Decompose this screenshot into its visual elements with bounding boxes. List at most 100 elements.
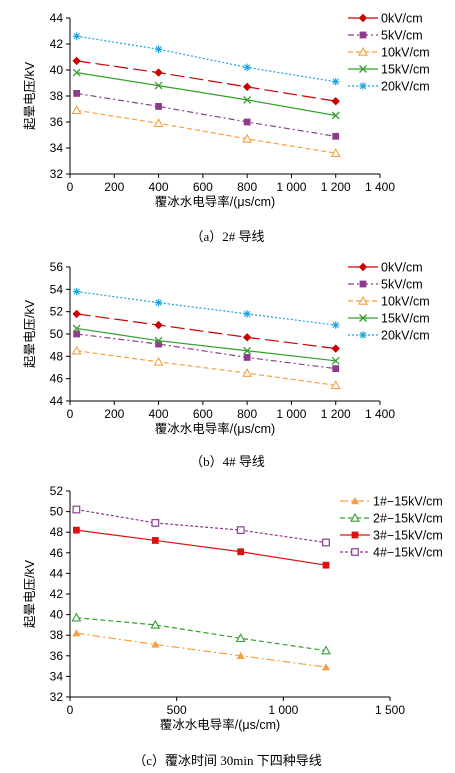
chart-b-x-axis-title: 覆冰水电导率/(μs/cm) — [155, 421, 275, 436]
chart-a-series-3-point — [72, 68, 81, 77]
chart-b-legend-marker-2 — [358, 295, 368, 305]
chart-a-series-0-point — [242, 82, 252, 92]
chart-a-legend-marker-2 — [358, 46, 368, 56]
chart-c-svg: 32 34 36 38 40 42 44 46 48 50 52 0 500 1 000 1 500 覆冰水电… — [23, 484, 443, 732]
chart-c-series-1-line — [76, 617, 327, 652]
chart-a-series-2-point — [242, 133, 253, 143]
chart-b-y-tick-label: 46 — [50, 372, 64, 386]
chart-a-series-1-line — [76, 92, 336, 137]
chart-b-legend: 0kV/cm 5kV/cm 10kV/cm 15kV/cm 20kV/cm — [348, 261, 430, 343]
chart-a-series-1 — [73, 90, 340, 140]
chart-a-series-4-point — [243, 63, 251, 72]
chart-b-x-tick-label: 1 000 — [276, 407, 306, 421]
chart-c-series-0-point — [151, 640, 160, 648]
chart-a-legend-label-1: 5kV/cm — [381, 29, 423, 43]
chart-b-legend-marker-4 — [359, 331, 367, 339]
chart-b-series-1 — [73, 330, 340, 373]
chart-a-svg: 32 34 36 38 40 42 44 0 200 400 600 800 1 000 1 200 1 4… — [23, 11, 430, 209]
chart-a-series-3-point — [154, 81, 163, 90]
chart-b-y-tick-label: 50 — [50, 327, 64, 341]
chart-a-series-3 — [72, 68, 340, 120]
chart-c-y-tick-label: 50 — [50, 505, 64, 519]
chart-c-caption: （c）覆冰时间 30min 下四种导线 — [133, 753, 322, 768]
chart-b-series-2-point — [330, 380, 341, 390]
chart-a-x-tick-label: 1 400 — [365, 180, 395, 194]
chart-b-series-2-point — [153, 356, 164, 366]
chart-b-series-0-point — [72, 309, 81, 319]
chart-b-x-tick-label: 1 200 — [321, 407, 351, 421]
chart-a-series-0-point — [72, 56, 81, 66]
chart-b-y-tick-label: 52 — [50, 305, 64, 319]
chart-a-series-4-point — [154, 45, 163, 53]
chart-a-legend-marker-4 — [359, 82, 367, 90]
chart-c-series-3-line — [76, 508, 327, 544]
chart-b-series-4 — [72, 287, 340, 329]
chart-c-y-tick-label: 42 — [50, 587, 64, 601]
chart-a-legend-marker-0 — [358, 13, 368, 23]
chart-c-series-2-point — [237, 548, 245, 556]
chart-a-x-tick-label: 600 — [193, 180, 213, 194]
chart-panel-c: 32 34 36 38 40 42 44 46 48 50 52 0 500 1 000 1 500 覆冰水电… — [0, 478, 455, 773]
chart-b-legend-label-2: 10kV/cm — [381, 295, 430, 309]
chart-b-series-3-line — [76, 327, 336, 362]
chart-c-x-tick-label: 500 — [167, 703, 187, 717]
chart-a-axes: 32 34 36 38 40 42 44 0 200 400 600 800 1 000 1 200 1 4… — [50, 11, 396, 194]
chart-a-y-tick-label: 44 — [50, 11, 64, 25]
chart-c-y-tick-label: 46 — [50, 546, 64, 560]
chart-b-legend-marker-0 — [358, 262, 368, 272]
chart-c-series-0 — [72, 629, 330, 671]
chart-c-y-tick-label: 34 — [50, 669, 64, 683]
chart-b-series-3 — [72, 324, 340, 365]
chart-c-axes: 32 34 36 38 40 42 44 46 48 50 52 0 500 1 000 1 500 — [50, 484, 406, 717]
chart-b-legend-label-0: 0kV/cm — [381, 261, 423, 275]
chart-panel-a: 32 34 36 38 40 42 44 0 200 400 600 800 1 000 1 200 1 4… — [0, 0, 455, 250]
chart-a-legend-label-2: 10kV/cm — [381, 46, 430, 60]
chart-b-series-1-point — [243, 354, 251, 361]
chart-c-x-axis-title: 覆冰水电导率/(μs/cm) — [160, 717, 280, 732]
chart-c-y-tick-label: 40 — [50, 608, 64, 622]
chart-c-series-2-line — [76, 529, 327, 566]
chart-c-y-tick-label: 36 — [50, 649, 64, 663]
chart-c-series-0-line — [76, 632, 327, 668]
chart-a-y-tick-label: 32 — [50, 167, 64, 181]
chart-a-series-1-point — [243, 118, 251, 126]
chart-a-series-3-line — [76, 72, 336, 117]
chart-c-x-tick-label: 1 500 — [375, 703, 405, 717]
chart-a-x-axis-title: 覆冰水电导率/(μs/cm) — [155, 194, 275, 209]
chart-c-legend: 1#−15kV/cm 2#−15kV/cm 3#−15kV/cm 4#−15kV/cm — [340, 495, 443, 560]
chart-c-y-axis-title: 起晕电压/kV — [23, 559, 37, 628]
chart-b-series-0 — [72, 309, 340, 353]
chart-b-series-3-point — [72, 324, 81, 333]
chart-a-series-2-point — [153, 118, 164, 128]
chart-a-legend-marker-1 — [359, 31, 367, 39]
chart-b-x-tick-label: 800 — [237, 407, 257, 421]
chart-c-series-1-point — [321, 645, 331, 655]
chart-c-legend-label-3: 4#−15kV/cm — [373, 546, 443, 560]
chart-a-series-3-point — [243, 95, 252, 104]
chart-b-y-tick-label: 56 — [50, 260, 64, 274]
chart-c-series-3-point — [322, 538, 330, 547]
chart-a-series-4-point — [72, 32, 81, 40]
chart-b-series-2-line — [76, 350, 336, 386]
chart-c-y-tick-label: 52 — [50, 484, 64, 498]
chart-c-x-tick-label: 1 000 — [268, 703, 298, 717]
chart-b-series-3-point — [243, 346, 252, 355]
chart-panel-b: 44 46 48 50 52 54 56 0 200 400 600 800 1 000 1 200 1 4… — [0, 255, 455, 473]
chart-a-series-2-point — [71, 105, 82, 115]
chart-c-series-3-point — [72, 505, 81, 514]
chart-b-series-0-point — [331, 344, 340, 353]
chart-a-y-tick-label: 42 — [50, 37, 64, 51]
chart-c-legend-marker-2 — [351, 531, 359, 539]
chart-a-y-tick-label: 34 — [50, 141, 64, 155]
chart-b-series-3-point — [331, 356, 340, 365]
chart-c-series-3-point — [236, 526, 245, 535]
chart-c-y-tick-label: 44 — [50, 566, 64, 580]
chart-a-series-4-line — [76, 35, 336, 83]
chart-a-legend-label-0: 0kV/cm — [381, 12, 423, 26]
chart-a-series-1-point — [332, 132, 340, 140]
chart-c-x-tick-label: 0 — [67, 703, 74, 717]
chart-b-series-4-point — [243, 310, 251, 318]
chart-c-series-1-point — [235, 633, 246, 643]
chart-c-series-0-point — [322, 663, 330, 671]
chart-a-series-1-point — [155, 103, 162, 110]
